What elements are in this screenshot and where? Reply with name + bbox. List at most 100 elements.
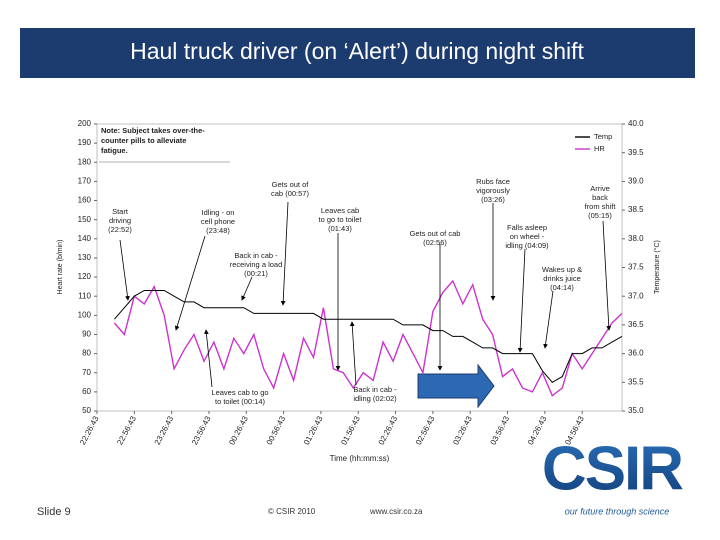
chart: 50 60 70 80 90 100 110 120 130 140 150 160 170 180 190… (57, 119, 661, 463)
legend-label: Temp (594, 132, 612, 141)
y-tick-label: 130 (78, 253, 92, 262)
note-text: counter pills to alleviate (101, 136, 186, 145)
y-tick-label: 190 (78, 138, 92, 147)
highlight-arrow (417, 363, 495, 409)
y-tick-label: 120 (78, 272, 92, 281)
y-tick-label: 150 (78, 215, 92, 224)
copyright: © CSIR 2010 (268, 507, 316, 516)
annotation-text: to toilet (00:14) (215, 397, 266, 406)
annotation-text: Rubs face (476, 177, 510, 186)
y2-tick-label: 37.5 (628, 263, 644, 272)
y-tick-label: 110 (78, 291, 91, 300)
x-axis-label: Time (hh:mm:ss) (330, 454, 390, 463)
title-bar (20, 28, 695, 78)
logo: CSIR (542, 434, 683, 503)
y-tick-label: 90 (82, 330, 91, 339)
y2-tick-label: 38.5 (628, 205, 644, 214)
annotation-text: on wheel - (510, 232, 545, 241)
annotation-text: cab (00:57) (271, 189, 309, 198)
x-tick-label: 22:56:43 (115, 414, 138, 446)
annotation-arrow (602, 220, 612, 331)
x-tick-label: 02:56:43 (414, 414, 437, 446)
y-tick-label: 170 (78, 177, 92, 186)
annotation-arrow (204, 329, 213, 388)
y2-tick-label: 38.0 (628, 234, 644, 243)
y-tick-label: 60 (82, 387, 91, 396)
y2-tick-label: 37.0 (628, 291, 644, 300)
annotation-text: (02:56) (423, 238, 447, 247)
annotation-arrow (241, 276, 253, 301)
y-tick-label: 160 (78, 196, 92, 205)
annotation-text: back (592, 193, 608, 202)
annotation-text: Leaves cab to go (211, 388, 268, 397)
annotation-text: (04:14) (550, 283, 574, 292)
annotation-text: Gets out of (272, 180, 310, 189)
annotation-text: to go to toilet (319, 215, 363, 224)
x-tick-label: 02:26:43 (377, 414, 400, 446)
x-tick-label: 01:56:43 (339, 414, 362, 446)
x-tick-label: 00:26:43 (227, 414, 250, 446)
y2-tick-label: 35.5 (628, 377, 644, 386)
y-tick-label: 70 (82, 368, 91, 377)
annotation-text: Gets out of cab (410, 229, 461, 238)
note-text: fatigue. (101, 146, 128, 155)
note-text: Note: Subject takes over-the- (101, 126, 205, 135)
annotation-text: (03:26) (481, 195, 505, 204)
annotation-text: Arrive (590, 184, 610, 193)
annotation-text: Start (112, 207, 129, 216)
annotation-text: from shift (585, 202, 617, 211)
annotation-text: idling (04:09) (505, 241, 549, 250)
y2-tick-label: 36.0 (628, 349, 644, 358)
slide-title: Haul truck driver (on ‘Alert’) during ni… (130, 38, 584, 64)
annotation-text: Idling - on (202, 208, 235, 217)
y2-tick-label: 36.5 (628, 320, 644, 329)
annotation-text: Back in cab - (353, 385, 397, 394)
annotation-text: (01:43) (328, 224, 352, 233)
annotation-text: drinks juice (543, 274, 581, 283)
annotation-text: Leaves cab (321, 206, 359, 215)
y2-tick-label: 39.5 (628, 148, 644, 157)
annotation-arrow (280, 201, 289, 306)
y-tick-label: 50 (82, 406, 91, 415)
y-tick-label: 80 (82, 349, 91, 358)
series-line (114, 290, 623, 383)
annotation-text: cell phone (201, 217, 235, 226)
annotation-text: driving (109, 216, 131, 225)
legend-label: HR (594, 144, 605, 153)
x-tick-label: 00:56:43 (265, 414, 288, 446)
annotation-text: receiving a load (230, 260, 283, 269)
x-tick-label: 22:26:43 (78, 414, 101, 446)
slide-number: Slide 9 (37, 506, 71, 518)
x-tick-label: 23:56:43 (190, 414, 213, 446)
y-tick-label: 140 (78, 234, 92, 243)
annotation-arrow (349, 321, 357, 386)
annotation-text: Back in cab - (234, 251, 278, 260)
x-tick-label: 03:56:43 (489, 414, 512, 446)
annotation-text: Falls asleep (507, 223, 547, 232)
annotation-text: Wakes up & (542, 265, 582, 274)
x-tick-label: 23:26:43 (153, 414, 176, 446)
website: www.csir.co.za (369, 507, 423, 516)
annotation-arrow (119, 239, 130, 301)
y-axis-label: Heart rate (b/min) (57, 240, 64, 295)
annotation-arrow (543, 290, 554, 349)
tagline: our future through science (565, 506, 670, 516)
y-tick-label: 100 (78, 310, 92, 319)
annotation-arrow (517, 248, 526, 353)
y-tick-label: 200 (78, 119, 92, 128)
y2-axis-label: Temperature (°C) (653, 240, 661, 294)
y-tick-label: 180 (78, 157, 92, 166)
annotation-text: vigorously (476, 186, 510, 195)
annotation-text: (05:15) (588, 211, 612, 220)
y2-tick-label: 35.0 (628, 406, 644, 415)
y2-tick-label: 39.0 (628, 177, 644, 186)
annotation-text: (22:52) (108, 225, 132, 234)
x-tick-label: 01:26:43 (302, 414, 325, 446)
annotation-text: (00:21) (244, 269, 268, 278)
annotation-arrow (174, 235, 206, 331)
x-tick-label: 03:26:43 (451, 414, 474, 446)
y2-tick-label: 40.0 (628, 119, 644, 128)
series-line (113, 279, 623, 397)
